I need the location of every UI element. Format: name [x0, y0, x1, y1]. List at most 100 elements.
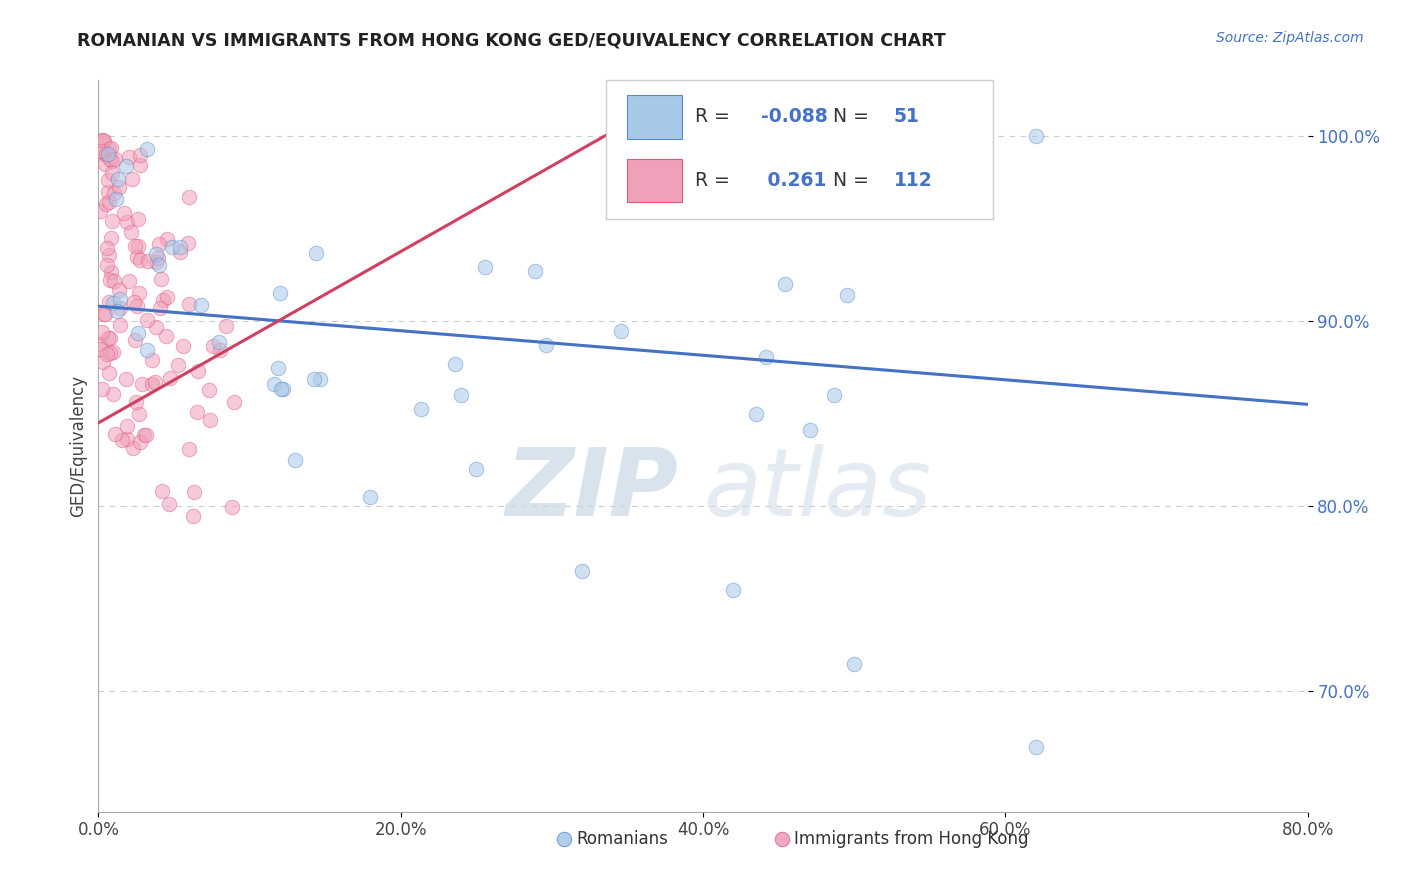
- Point: [90, 326, 112, 340]
- Text: R =: R =: [695, 107, 735, 127]
- Point: [177, 442, 200, 456]
- Point: [110, 433, 132, 447]
- Point: [129, 148, 152, 162]
- Point: [97, 331, 120, 345]
- Point: [93, 156, 115, 170]
- Point: [120, 225, 142, 239]
- Point: [610, 325, 633, 339]
- Point: [107, 283, 129, 297]
- Text: N =: N =: [821, 171, 876, 190]
- Text: ZIP: ZIP: [506, 444, 679, 536]
- Point: [107, 304, 129, 318]
- Point: [136, 142, 159, 156]
- Point: [121, 171, 143, 186]
- Point: [444, 357, 467, 371]
- FancyBboxPatch shape: [627, 95, 682, 139]
- Point: [98, 142, 121, 156]
- Point: [131, 376, 153, 391]
- Point: [98, 295, 121, 310]
- Point: [465, 462, 488, 476]
- Text: Source: ZipAtlas.com: Source: ZipAtlas.com: [1216, 31, 1364, 45]
- Point: [89, 204, 111, 219]
- Point: [132, 428, 155, 442]
- Point: [98, 345, 121, 359]
- Point: [115, 159, 138, 173]
- Point: [103, 386, 125, 401]
- Point: [271, 382, 294, 396]
- Point: [108, 301, 131, 316]
- Point: [169, 244, 191, 259]
- Point: [128, 286, 150, 301]
- Point: [122, 442, 145, 456]
- Y-axis label: GED/Equivalency: GED/Equivalency: [69, 375, 87, 517]
- Point: [267, 361, 290, 376]
- Point: [115, 215, 138, 229]
- Point: [409, 402, 432, 417]
- Point: [93, 134, 115, 148]
- Point: [98, 366, 121, 380]
- Text: 51: 51: [894, 107, 920, 127]
- Point: [101, 213, 124, 227]
- Point: [97, 147, 120, 161]
- Text: Immigrants from Hong Kong: Immigrants from Hong Kong: [794, 830, 1028, 848]
- Point: [114, 205, 136, 219]
- Point: [101, 295, 124, 310]
- Point: [284, 453, 307, 467]
- Point: [172, 339, 194, 353]
- Point: [309, 372, 332, 386]
- Point: [91, 133, 114, 147]
- Point: [187, 364, 209, 378]
- Point: [124, 239, 146, 253]
- Point: [96, 347, 118, 361]
- Point: [215, 319, 238, 334]
- Point: [129, 158, 152, 172]
- Point: [122, 295, 145, 310]
- Point: [105, 192, 128, 206]
- Point: [97, 173, 120, 187]
- Point: [96, 241, 118, 255]
- Point: [155, 329, 177, 343]
- Point: [115, 418, 138, 433]
- Point: [108, 293, 131, 307]
- Point: [148, 258, 170, 272]
- Point: [156, 290, 179, 304]
- Text: -0.088: -0.088: [761, 107, 828, 127]
- Point: [770, 832, 793, 847]
- Point: [157, 497, 180, 511]
- Point: [302, 372, 325, 386]
- Point: [145, 247, 167, 261]
- Text: ROMANIAN VS IMMIGRANTS FROM HONG KONG GED/EQUIVALENCY CORRELATION CHART: ROMANIAN VS IMMIGRANTS FROM HONG KONG GE…: [77, 31, 946, 49]
- Text: N =: N =: [821, 107, 876, 127]
- Point: [149, 301, 172, 315]
- Point: [148, 236, 170, 251]
- Point: [160, 240, 183, 254]
- Point: [723, 582, 745, 597]
- Point: [128, 407, 150, 421]
- Point: [90, 342, 112, 356]
- Point: [98, 195, 121, 210]
- Point: [536, 338, 558, 352]
- Point: [553, 832, 575, 847]
- Point: [181, 509, 204, 524]
- Point: [1024, 739, 1046, 754]
- Point: [100, 230, 122, 244]
- Point: [799, 423, 821, 437]
- Point: [91, 145, 114, 159]
- Point: [94, 307, 117, 321]
- Point: [152, 293, 174, 307]
- Point: [360, 490, 382, 504]
- Point: [166, 358, 188, 372]
- Point: [270, 382, 292, 396]
- Point: [100, 152, 122, 166]
- Point: [89, 336, 111, 351]
- Point: [108, 180, 131, 194]
- Point: [755, 350, 778, 364]
- Point: [100, 331, 122, 345]
- Point: [93, 307, 115, 321]
- Point: [523, 264, 546, 278]
- Point: [186, 405, 208, 419]
- Point: [837, 288, 859, 302]
- Point: [94, 197, 117, 211]
- Point: [208, 335, 231, 350]
- Point: [125, 299, 148, 313]
